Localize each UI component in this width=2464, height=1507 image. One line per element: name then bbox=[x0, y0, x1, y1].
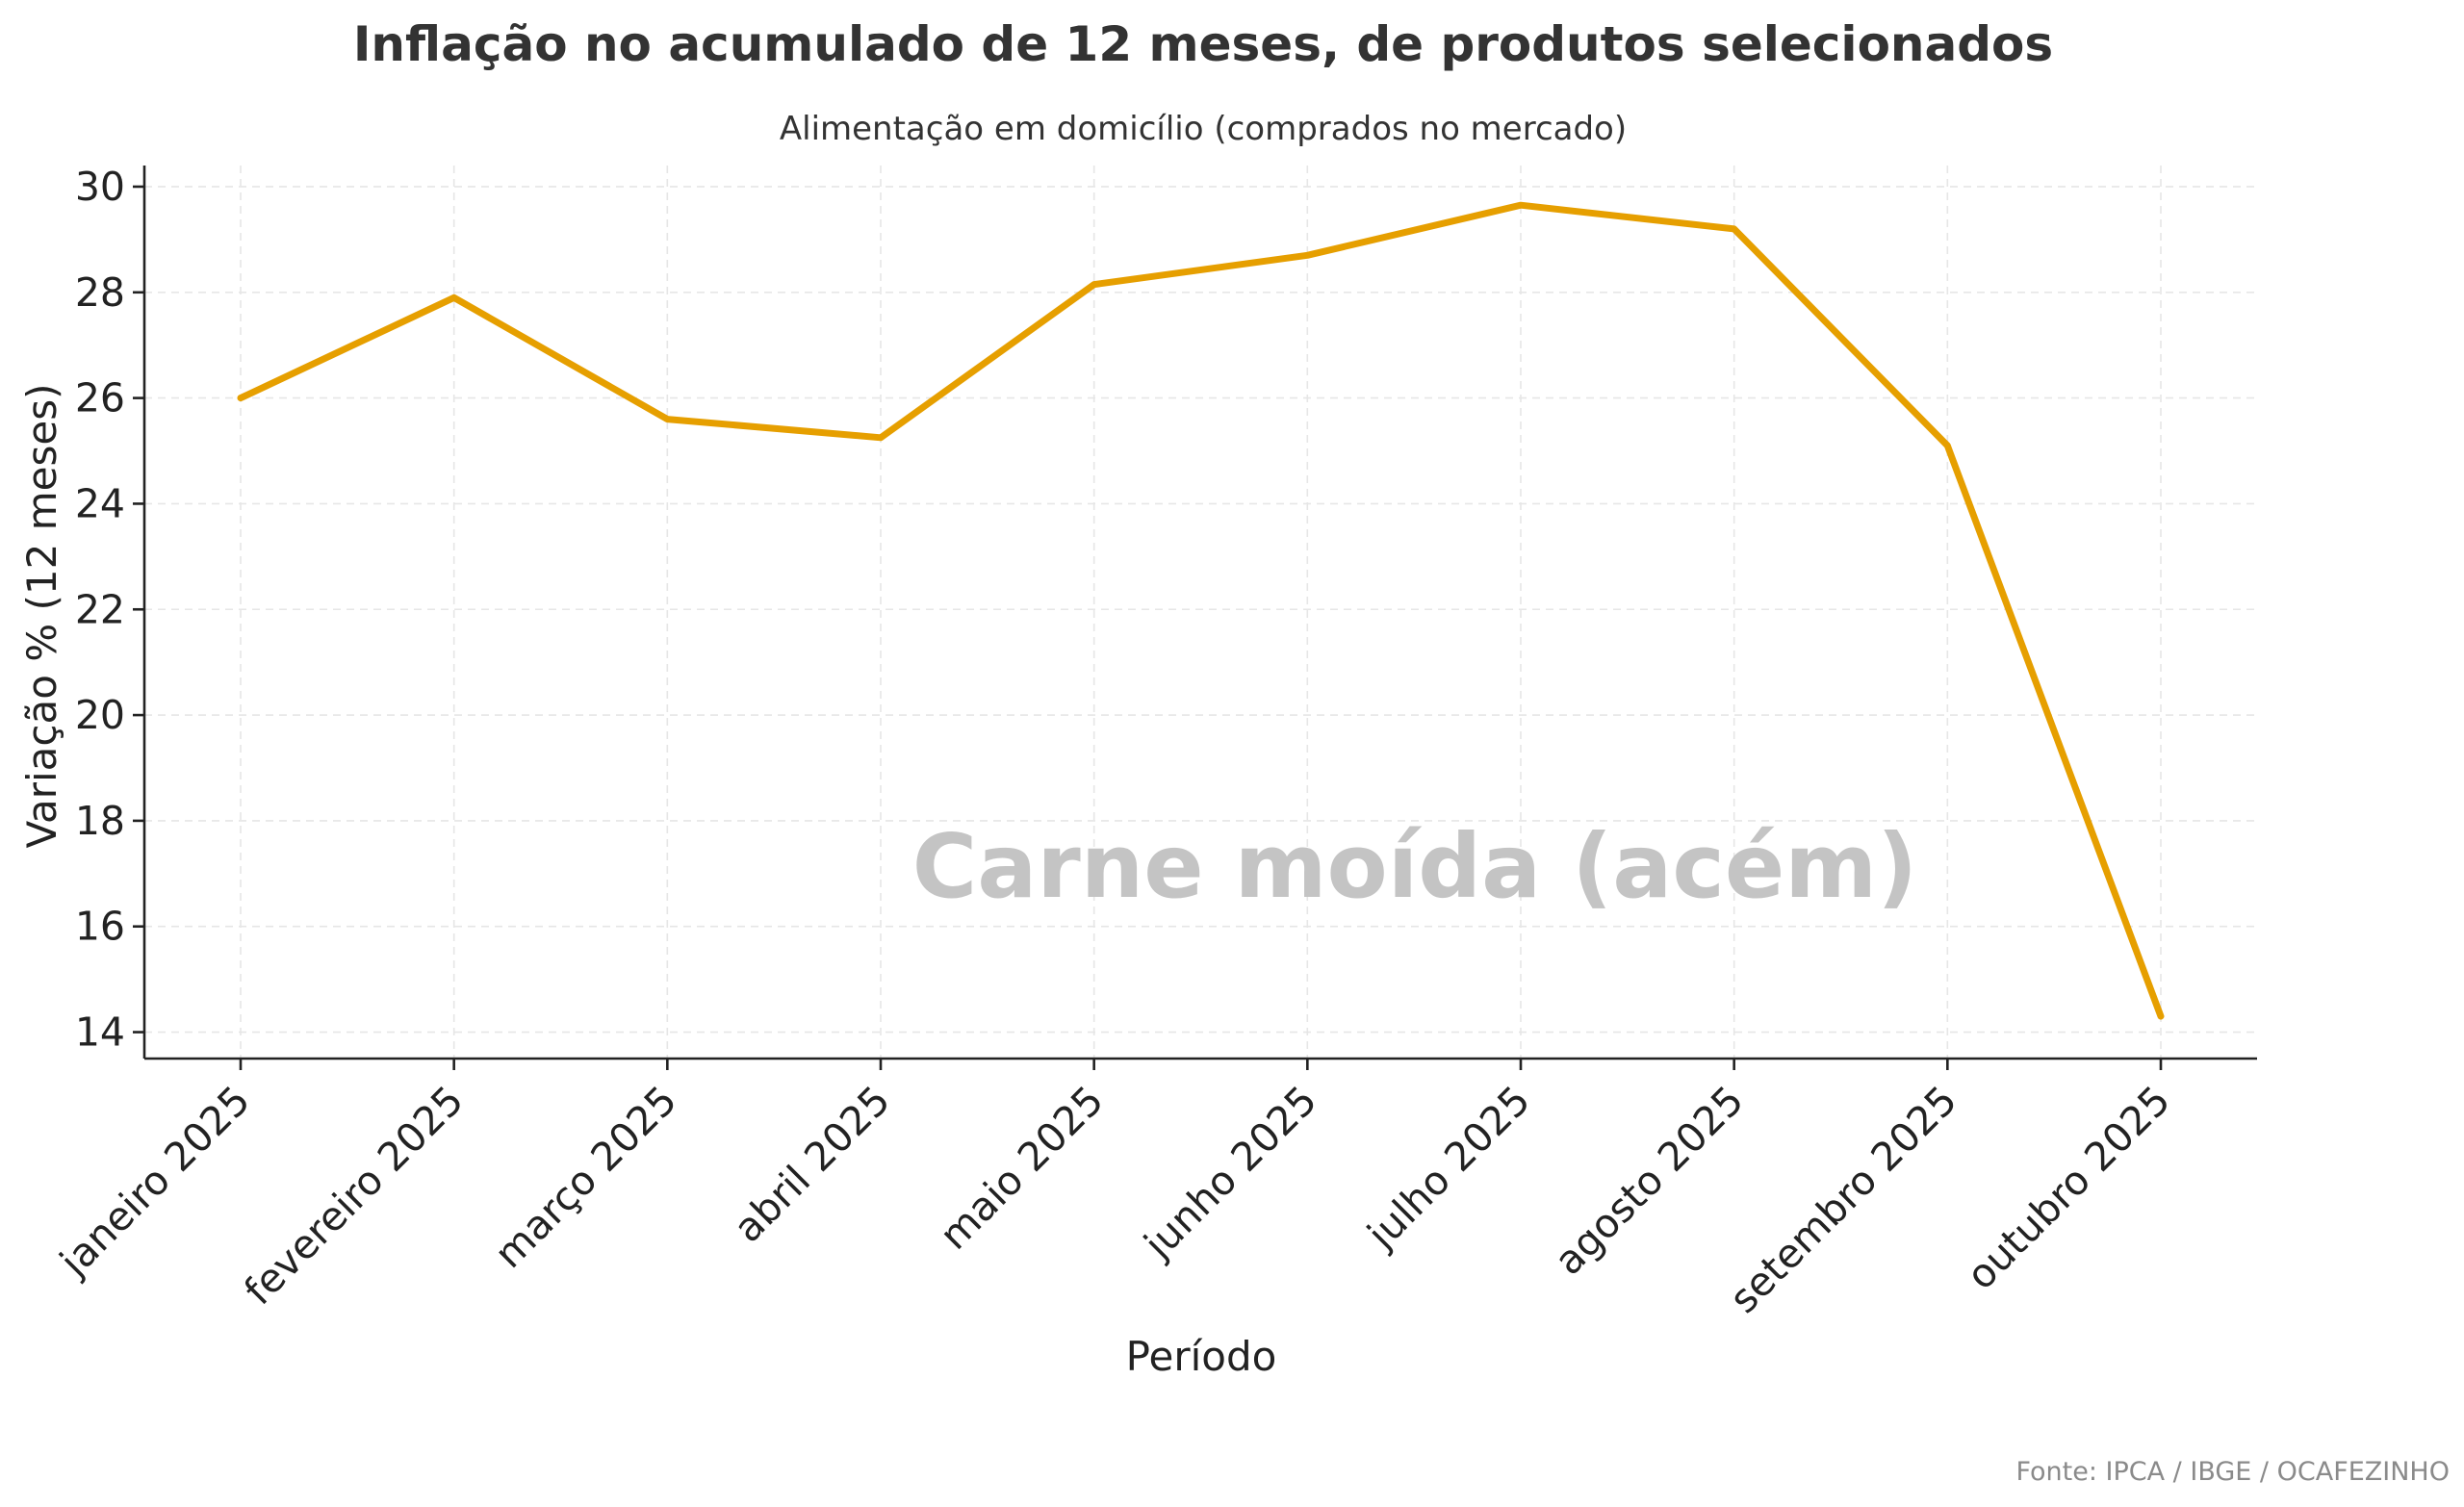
y-tick-label: 20 bbox=[75, 692, 125, 738]
x-tick-label: julho 2025 bbox=[1358, 1077, 1539, 1258]
series-line bbox=[237, 201, 2165, 1020]
series-annotation: Carne moída (acém) bbox=[912, 815, 1917, 918]
chart-title: Inflação no acumulado de 12 meses, de pr… bbox=[353, 16, 2053, 72]
series bbox=[237, 201, 2165, 1020]
y-tick-label: 30 bbox=[75, 164, 125, 210]
x-axis-label: Período bbox=[1126, 1333, 1277, 1380]
x-tick-label: abril 2025 bbox=[725, 1077, 899, 1251]
source-note: Fonte: IPCA / IBGE / OCAFEZINHO bbox=[2015, 1457, 2450, 1487]
x-tick-label: março 2025 bbox=[485, 1077, 685, 1277]
axes bbox=[133, 166, 2257, 1070]
chart-subtitle: Alimentação em domicílio (comprados no m… bbox=[780, 110, 1627, 148]
y-tick-label: 22 bbox=[75, 586, 125, 632]
x-tick-label: maio 2025 bbox=[931, 1077, 1113, 1259]
y-axis-label: Variação % (12 meses) bbox=[18, 384, 65, 849]
y-tick-label: 18 bbox=[75, 798, 125, 844]
x-tick-label: setembro 2025 bbox=[1721, 1077, 1966, 1322]
y-tick-label: 16 bbox=[75, 904, 125, 950]
grid bbox=[144, 166, 2257, 1059]
x-tick-label: agosto 2025 bbox=[1546, 1077, 1753, 1284]
y-tick-label: 26 bbox=[75, 375, 125, 421]
x-tick-label: fevereiro 2025 bbox=[236, 1077, 473, 1314]
y-tick-label: 14 bbox=[75, 1009, 125, 1056]
x-tick-label: janeiro 2025 bbox=[50, 1077, 259, 1286]
x-tick-label: junho 2025 bbox=[1135, 1077, 1326, 1268]
y-tick-label: 28 bbox=[75, 269, 125, 316]
x-tick-label: outubro 2025 bbox=[1958, 1077, 2179, 1298]
y-tick-labels: 14 16 18 20 22 24 26 28 30 bbox=[75, 164, 125, 1056]
y-tick-label: 24 bbox=[75, 480, 125, 526]
